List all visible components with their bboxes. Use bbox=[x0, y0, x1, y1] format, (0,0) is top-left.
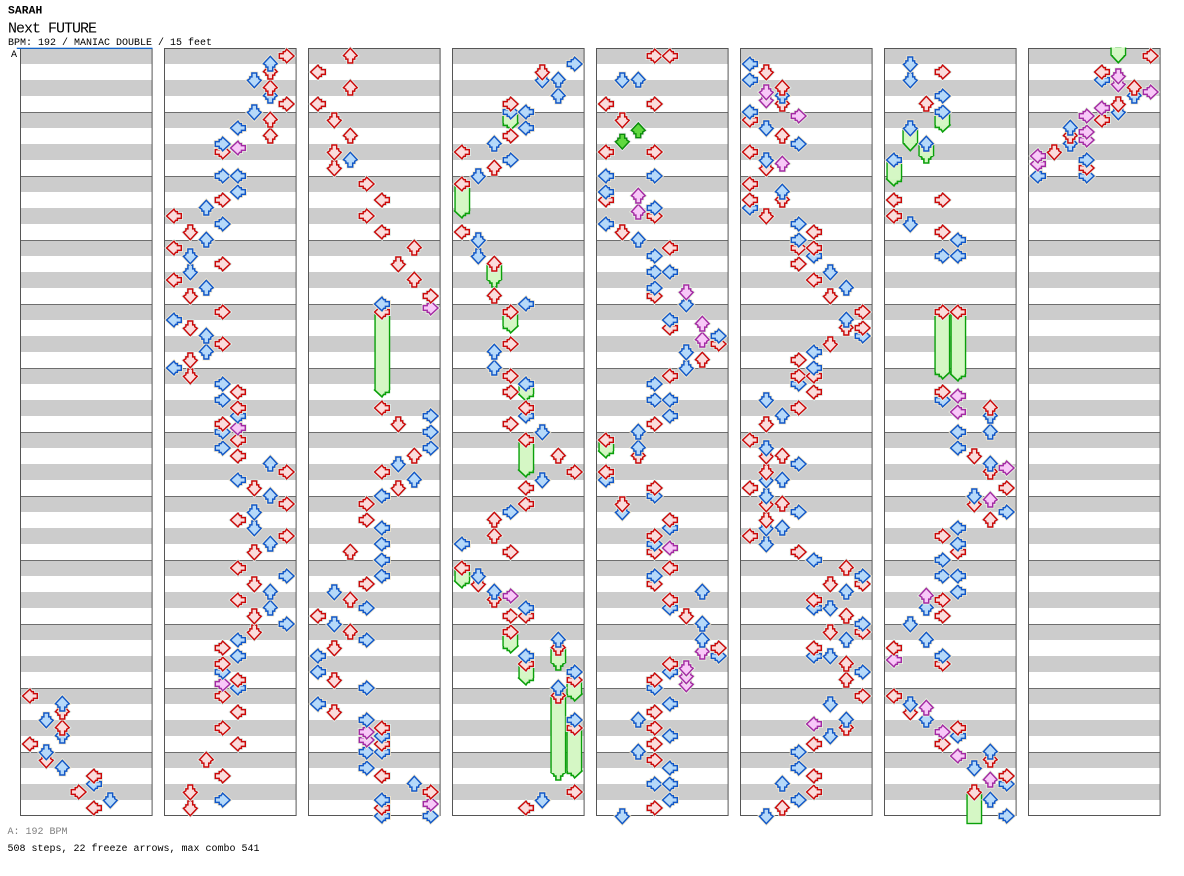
svg-text:A: A bbox=[11, 50, 17, 61]
svg-text:A: 192 BPM: A: 192 BPM bbox=[8, 827, 68, 838]
svg-text:Next FUTURE: Next FUTURE bbox=[8, 21, 97, 38]
svg-text:BPM: 192 / MANIAC DOUBLE / 15: BPM: 192 / MANIAC DOUBLE / 15 feet bbox=[8, 37, 212, 49]
svg-text:508 steps, 22 freeze arrows, m: 508 steps, 22 freeze arrows, max combo 5… bbox=[8, 843, 260, 855]
svg-text:SARAH: SARAH bbox=[8, 6, 43, 18]
